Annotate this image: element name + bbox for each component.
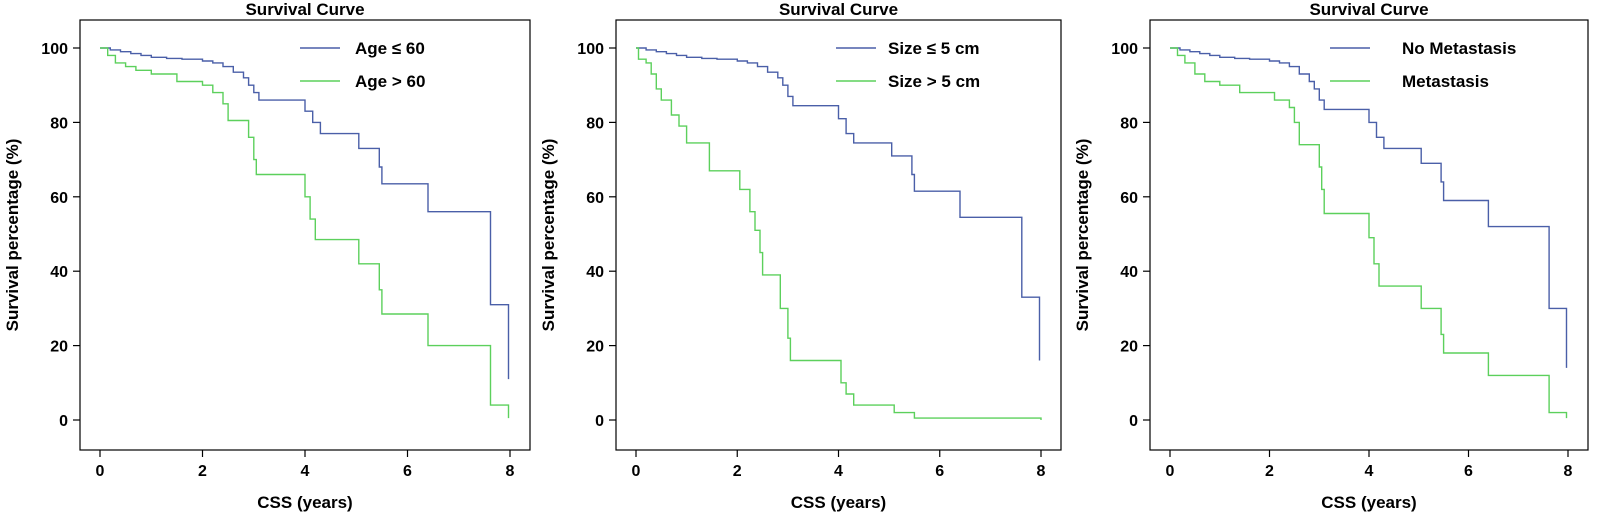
series-line-1 [100, 47, 510, 380]
x-tick-label: 8 [506, 463, 515, 480]
legend-label-1: Age ≤ 60 [355, 39, 425, 58]
x-axis-label: CSS (years) [791, 493, 886, 512]
x-tick-label: 6 [1464, 463, 1473, 480]
x-axis-label: CSS (years) [257, 493, 352, 512]
y-tick-label: 40 [50, 264, 68, 281]
y-axis-label: Survival percentage (%) [3, 139, 22, 332]
y-tick-label: 40 [586, 264, 604, 281]
chart-title: Survival Curve [245, 0, 364, 19]
x-tick-label: 0 [1166, 463, 1175, 480]
legend-label-2: Metastasis [1402, 72, 1489, 91]
y-tick-label: 60 [1120, 190, 1138, 207]
y-tick-label: 0 [59, 413, 68, 430]
legend-label-1: Size ≤ 5 cm [888, 39, 980, 58]
y-tick-label: 20 [1120, 339, 1138, 356]
series-line-2 [100, 47, 510, 419]
x-tick-label: 2 [1265, 463, 1274, 480]
y-tick-label: 20 [586, 339, 604, 356]
y-tick-label: 100 [577, 41, 604, 58]
plot-frame [79, 19, 531, 451]
x-tick-label: 8 [1037, 463, 1046, 480]
x-tick-label: 2 [198, 463, 207, 480]
y-tick-label: 20 [50, 339, 68, 356]
series-line-2 [636, 47, 1042, 420]
chart-title: Survival Curve [779, 0, 898, 19]
x-tick-label: 0 [632, 463, 641, 480]
x-tick-label: 6 [403, 463, 412, 480]
y-tick-label: 100 [1111, 41, 1138, 58]
y-tick-label: 80 [50, 115, 68, 132]
legend-label-1: No Metastasis [1402, 39, 1516, 58]
y-axis-label: Survival percentage (%) [1073, 139, 1092, 332]
x-axis-label: CSS (years) [1321, 493, 1416, 512]
y-tick-label: 60 [586, 190, 604, 207]
y-axis-label: Survival percentage (%) [539, 139, 558, 332]
legend-label-2: Age > 60 [355, 72, 425, 91]
x-tick-label: 4 [301, 463, 310, 480]
legend-label-2: Size > 5 cm [888, 72, 980, 91]
y-tick-label: 60 [50, 190, 68, 207]
x-tick-label: 4 [834, 463, 843, 480]
plot-frame [615, 19, 1062, 451]
y-tick-label: 100 [41, 41, 68, 58]
x-tick-label: 6 [935, 463, 944, 480]
y-tick-label: 80 [1120, 115, 1138, 132]
y-tick-label: 80 [586, 115, 604, 132]
chart-title: Survival Curve [1309, 0, 1428, 19]
y-tick-label: 0 [1129, 413, 1138, 430]
y-tick-label: 0 [595, 413, 604, 430]
y-tick-label: 40 [1120, 264, 1138, 281]
x-tick-label: 0 [96, 463, 105, 480]
x-tick-label: 8 [1564, 463, 1573, 480]
x-tick-label: 4 [1365, 463, 1374, 480]
series-line-2 [1170, 47, 1568, 419]
series-line-1 [636, 47, 1041, 361]
series-line-1 [1170, 47, 1568, 368]
x-tick-label: 2 [733, 463, 742, 480]
